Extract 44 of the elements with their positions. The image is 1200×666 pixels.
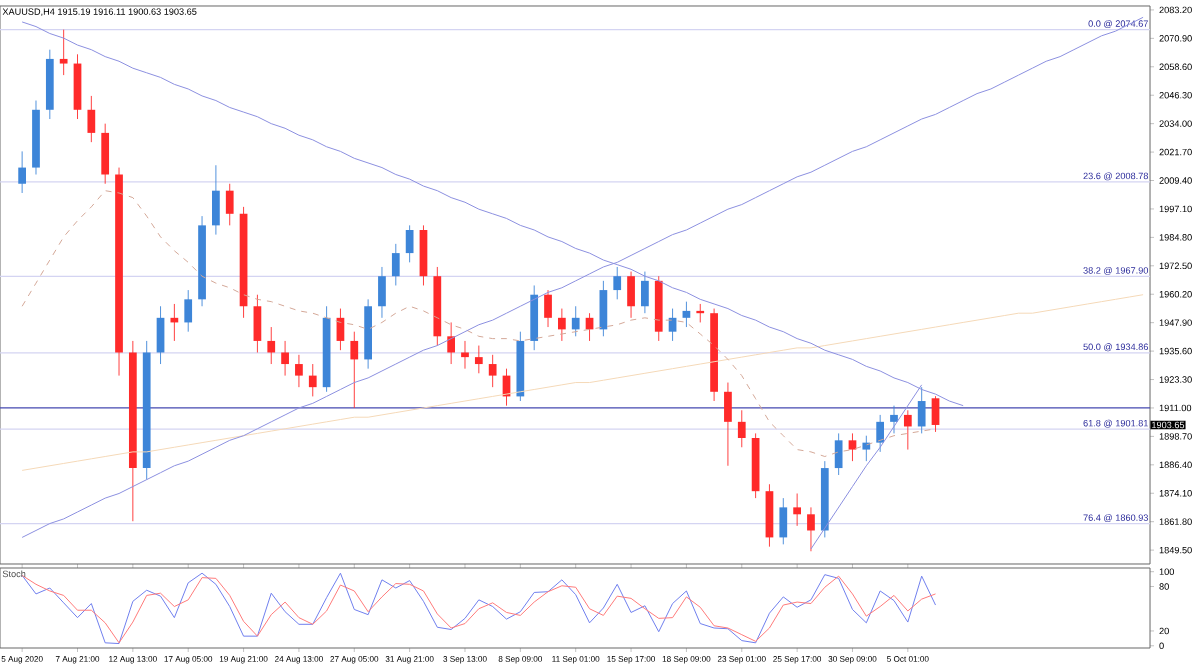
candlestick: [931, 395, 940, 433]
candlestick: [876, 414, 885, 453]
candlestick: [405, 224, 414, 263]
candlestick: [350, 331, 359, 409]
candlestick: [419, 224, 428, 286]
candlestick: [488, 354, 497, 388]
candlestick: [212, 164, 220, 236]
candlestick: [447, 321, 456, 365]
candlestick: [890, 405, 898, 434]
candlestick: [765, 483, 774, 548]
candlestick: [281, 340, 289, 377]
candlestick: [474, 345, 483, 374]
candlestick: [544, 289, 552, 328]
candlestick: [862, 435, 871, 462]
candlestick: [724, 382, 732, 467]
candlestick: [18, 150, 27, 194]
candlestick: [779, 497, 788, 545]
candlestick: [308, 363, 317, 397]
candlestick: [225, 183, 234, 226]
candlestick: [848, 432, 857, 462]
candlestick: [557, 308, 566, 342]
candlestick: [391, 243, 400, 286]
candlestick: [530, 285, 539, 351]
candlestick: [101, 123, 110, 185]
candlestick: [917, 386, 926, 434]
candlestick: [903, 409, 912, 451]
candlestick: [834, 432, 843, 476]
candlestick: [461, 340, 469, 370]
candlestick: [184, 289, 193, 333]
candlestick: [737, 409, 746, 448]
candlestick: [59, 29, 68, 76]
candlestick: [613, 266, 622, 300]
candlestick: [253, 294, 262, 353]
candlestick: [73, 53, 82, 120]
candlestick: [793, 493, 801, 527]
candlestick: [641, 271, 649, 314]
candlestick: [807, 506, 815, 552]
candlestick: [378, 266, 386, 319]
candlestick: [571, 305, 580, 337]
candlestick: [87, 95, 96, 143]
candlestick: [295, 354, 303, 388]
candlestick: [682, 301, 691, 328]
candlestick: [267, 326, 276, 365]
candlestick: [627, 271, 635, 319]
